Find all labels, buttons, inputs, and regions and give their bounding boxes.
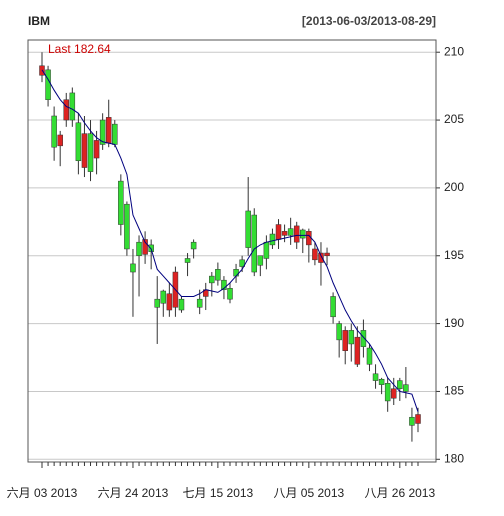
last-number: 182.64 <box>74 42 111 56</box>
candle-body <box>81 133 88 168</box>
candle-body <box>69 92 76 121</box>
candle-body <box>142 239 148 255</box>
candle-body <box>233 269 239 277</box>
candle-body <box>372 373 379 381</box>
y-tick-label: 190 <box>444 316 464 330</box>
last-value: Last 182.64 <box>48 42 111 56</box>
candle-body <box>87 133 94 172</box>
candle-body <box>384 383 391 402</box>
candle-body <box>390 388 397 399</box>
candle-body <box>154 298 160 308</box>
candle-body <box>251 214 258 273</box>
candle-body <box>215 269 221 281</box>
candle-body <box>196 298 203 308</box>
candle-body <box>300 229 306 239</box>
candle-body <box>105 117 112 144</box>
y-tick-label: 200 <box>444 180 464 194</box>
candle-body <box>190 241 197 250</box>
candle-body <box>166 293 173 311</box>
candle-body <box>306 231 312 246</box>
candle-body <box>293 225 300 243</box>
candle-body <box>51 115 57 148</box>
date-range: [2013-06-03/2013-08-29] <box>302 14 436 28</box>
candle-body <box>348 330 355 345</box>
candle-body <box>281 231 288 236</box>
y-tick-label: 195 <box>444 248 464 262</box>
y-tick-label: 185 <box>444 384 464 398</box>
x-tick-label: 六月 24 2013 <box>98 486 169 500</box>
candle-body <box>330 296 336 318</box>
candle-body <box>366 347 373 365</box>
candle-body <box>324 252 330 256</box>
x-tick-label: 八月 26 2013 <box>364 486 435 500</box>
candle-body <box>239 259 245 267</box>
candle-body <box>45 69 51 100</box>
candle-body <box>336 323 342 341</box>
candle-body <box>130 263 136 273</box>
candle-body <box>245 210 251 248</box>
last-label: Last <box>48 42 71 56</box>
candle-body <box>227 288 233 300</box>
candle-body <box>269 233 276 246</box>
candle-body <box>409 416 415 426</box>
plot-frame <box>27 39 437 463</box>
y-tick-label: 180 <box>444 451 464 465</box>
candle-body <box>360 330 367 347</box>
candle-body <box>75 122 82 162</box>
candle-body <box>118 180 124 225</box>
candle-body <box>63 99 70 121</box>
candle-body <box>318 252 324 263</box>
x-tick-label: 八月 05 2013 <box>273 486 344 500</box>
y-tick-label: 210 <box>444 44 464 58</box>
candle-body <box>378 378 385 385</box>
x-tick-label: 六月 03 2013 <box>7 486 78 500</box>
candle-body <box>257 255 264 266</box>
candle-body <box>178 298 185 311</box>
candle-body <box>287 228 294 236</box>
x-tick-label: 七月 15 2013 <box>183 486 254 500</box>
candle-body <box>124 203 130 250</box>
candle-body <box>57 134 63 147</box>
candle-body <box>112 123 118 145</box>
candle-body <box>136 241 142 256</box>
candle-body <box>93 140 100 159</box>
candle-body <box>342 330 348 351</box>
candle-body <box>275 224 282 240</box>
candle-body <box>184 258 191 263</box>
candle-body <box>160 290 167 304</box>
y-tick-label: 205 <box>444 112 464 126</box>
candle-body <box>221 279 227 290</box>
candle-body <box>263 241 270 259</box>
candle-body <box>312 248 318 261</box>
candle-body <box>403 384 409 392</box>
chart-title: IBM <box>28 14 50 28</box>
moving-average <box>41 69 419 412</box>
candle-body <box>397 380 403 389</box>
candle-body <box>99 119 106 145</box>
candle-body <box>415 414 421 424</box>
candle-body <box>354 336 361 365</box>
candle-body <box>209 275 215 284</box>
